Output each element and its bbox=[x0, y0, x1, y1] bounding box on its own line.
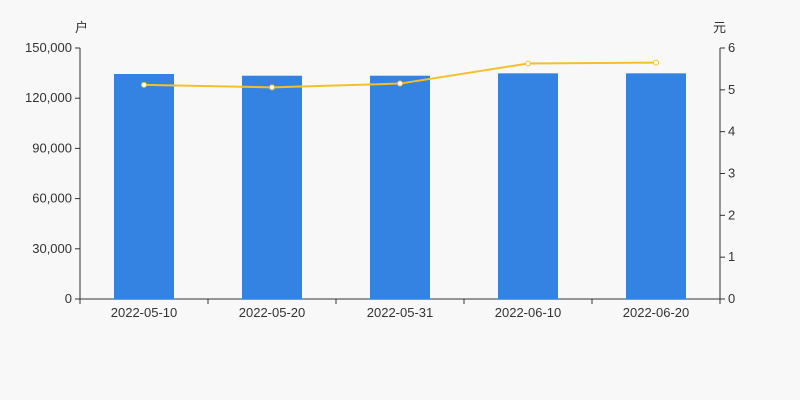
right-tick-label: 1 bbox=[728, 249, 735, 264]
bar bbox=[242, 75, 302, 299]
right-tick-label: 2 bbox=[728, 207, 735, 222]
x-tick-label: 2022-05-20 bbox=[239, 305, 306, 320]
bar bbox=[626, 73, 686, 300]
right-tick-label: 4 bbox=[728, 124, 735, 139]
x-tick-label: 2022-06-20 bbox=[623, 305, 690, 320]
left-axis-unit: 户 bbox=[75, 20, 88, 35]
right-tick-label: 3 bbox=[728, 166, 735, 181]
bar bbox=[498, 73, 558, 300]
right-tick-label: 6 bbox=[728, 40, 735, 55]
left-tick-label: 0 bbox=[65, 291, 72, 306]
left-tick-label: 30,000 bbox=[32, 241, 72, 256]
left-tick-label: 150,000 bbox=[25, 40, 72, 55]
x-tick-label: 2022-05-31 bbox=[367, 305, 434, 320]
x-tick-label: 2022-05-10 bbox=[111, 305, 178, 320]
left-tick-label: 120,000 bbox=[25, 90, 72, 105]
line-point bbox=[269, 84, 275, 91]
bar bbox=[370, 75, 430, 299]
line-point bbox=[525, 60, 531, 67]
left-tick-label: 90,000 bbox=[32, 140, 72, 155]
bar bbox=[114, 74, 174, 299]
line-point bbox=[141, 81, 147, 88]
right-tick-label: 0 bbox=[728, 291, 735, 306]
left-tick-label: 60,000 bbox=[32, 191, 72, 206]
line-point bbox=[397, 80, 403, 87]
right-axis-unit: 元 bbox=[713, 20, 726, 35]
line-point bbox=[653, 59, 659, 66]
right-tick-label: 5 bbox=[728, 82, 735, 97]
x-tick-label: 2022-06-10 bbox=[495, 305, 562, 320]
